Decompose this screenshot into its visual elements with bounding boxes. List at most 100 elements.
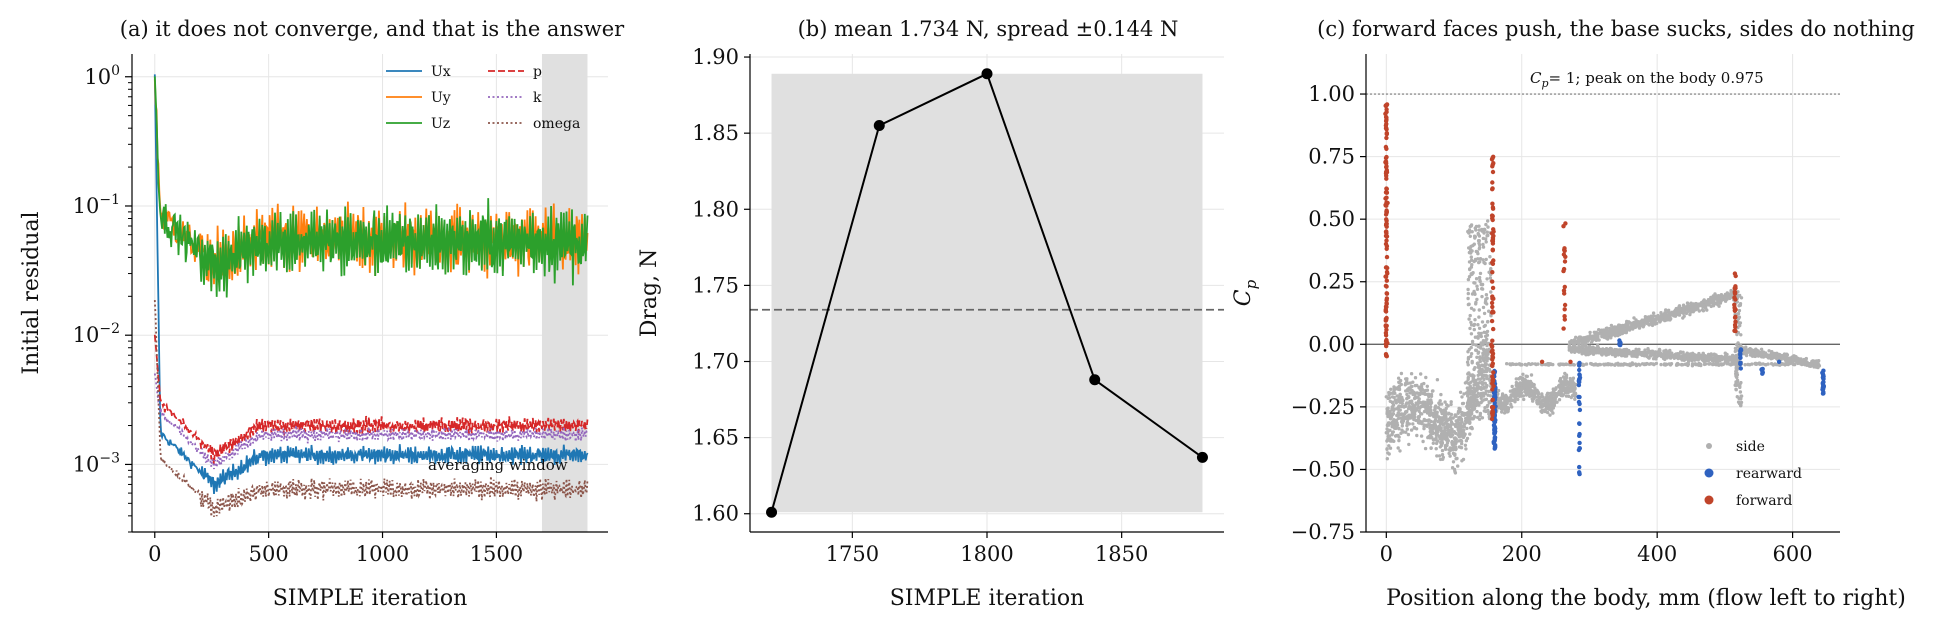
side-point <box>1429 426 1434 430</box>
side-point <box>1431 441 1436 445</box>
side-point <box>1445 443 1449 448</box>
side-point <box>1442 430 1447 434</box>
panel-a: (a) it does not converge, and that is th… <box>19 17 625 611</box>
side-point <box>1444 406 1448 411</box>
side-point <box>1438 422 1443 426</box>
side-point <box>1454 441 1458 445</box>
side-point <box>1468 313 1472 318</box>
forward-point <box>1384 246 1389 251</box>
forward-point <box>1732 322 1738 328</box>
side-point <box>1529 373 1534 377</box>
side-point <box>1487 347 1491 351</box>
forward-point <box>1732 305 1737 310</box>
side-point <box>1685 351 1689 355</box>
side-point <box>1447 451 1451 456</box>
y-tick-label: 100 <box>84 63 120 89</box>
side-point <box>1434 447 1438 451</box>
side-point <box>1472 281 1476 285</box>
side-point <box>1557 398 1562 402</box>
forward-point <box>1732 328 1737 333</box>
side-point <box>1411 422 1415 426</box>
legend-label-k: k <box>533 90 542 106</box>
side-point <box>1568 382 1572 387</box>
side-point <box>1453 469 1457 474</box>
forward-point <box>1489 318 1495 324</box>
side-point <box>1555 391 1559 396</box>
side-point <box>1478 355 1482 359</box>
side-point <box>1448 425 1453 429</box>
side-point <box>1390 401 1395 405</box>
forward-point <box>1732 295 1737 300</box>
side-point <box>1410 384 1414 389</box>
panel-a-grid <box>132 54 608 532</box>
forward-point <box>1491 310 1496 315</box>
rearward-point <box>1576 394 1581 400</box>
y-tick-label: 10−2 <box>73 321 120 347</box>
side-point <box>1385 431 1390 435</box>
side-point <box>1420 388 1425 392</box>
side-point <box>1546 410 1550 415</box>
side-point <box>1508 362 1512 366</box>
side-point <box>1684 311 1689 316</box>
side-point <box>1474 277 1479 281</box>
side-point <box>1473 318 1477 322</box>
side-point <box>1655 321 1659 326</box>
side-point <box>1682 353 1686 357</box>
side-point <box>1528 394 1532 398</box>
forward-point <box>1490 397 1495 403</box>
side-point <box>1387 452 1391 456</box>
side-point <box>1413 406 1417 410</box>
forward-point <box>1383 103 1389 108</box>
side-point <box>1738 385 1742 390</box>
side-point <box>1455 456 1459 461</box>
forward-point <box>1490 156 1495 161</box>
side-point <box>1632 323 1636 327</box>
side-point <box>1449 402 1453 407</box>
side-point <box>1434 404 1438 408</box>
side-point <box>1450 439 1454 444</box>
panel-c-xlabel: Position along the body, mm (flow left t… <box>1386 586 1906 611</box>
side-point <box>1469 323 1474 327</box>
side-point <box>1385 423 1390 428</box>
side-point <box>1485 302 1489 306</box>
side-point <box>1436 430 1440 434</box>
side-point <box>1475 297 1479 302</box>
forward-point <box>1562 317 1568 322</box>
side-point <box>1453 423 1457 427</box>
side-point <box>1481 305 1486 310</box>
side-point <box>1769 362 1774 366</box>
side-point <box>1415 433 1419 438</box>
forward-point <box>1568 359 1573 364</box>
x-tick-label: 500 <box>249 542 289 566</box>
rearward-point <box>1760 366 1765 372</box>
legend-label-side: side <box>1736 439 1765 455</box>
side-point <box>1478 334 1483 338</box>
side-point <box>1476 336 1480 340</box>
side-point <box>1460 411 1464 415</box>
side-point <box>1697 361 1701 366</box>
side-point <box>1515 392 1520 396</box>
side-point <box>1538 405 1543 409</box>
side-point <box>1397 435 1401 439</box>
forward-point <box>1383 318 1389 323</box>
side-point <box>1451 446 1456 450</box>
panel-c-legend: side rearward forward <box>1704 439 1802 509</box>
y-tick-exp: −2 <box>99 321 120 337</box>
side-point <box>1723 355 1727 360</box>
forward-point <box>1733 285 1738 291</box>
rearward-point <box>1577 367 1582 373</box>
side-point <box>1441 455 1446 460</box>
side-point <box>1477 315 1481 319</box>
y-tick-label: 0.00 <box>1308 332 1355 356</box>
x-tick-label: 1500 <box>470 542 523 566</box>
side-point <box>1484 237 1488 241</box>
rearward-point <box>1820 370 1825 375</box>
side-point <box>1465 436 1470 441</box>
side-point <box>1481 339 1486 343</box>
x-tick-label: 600 <box>1773 542 1813 566</box>
side-point <box>1475 398 1479 402</box>
side-point <box>1448 431 1452 435</box>
side-point <box>1654 357 1658 361</box>
forward-point <box>1490 206 1496 211</box>
side-point <box>1594 336 1598 340</box>
